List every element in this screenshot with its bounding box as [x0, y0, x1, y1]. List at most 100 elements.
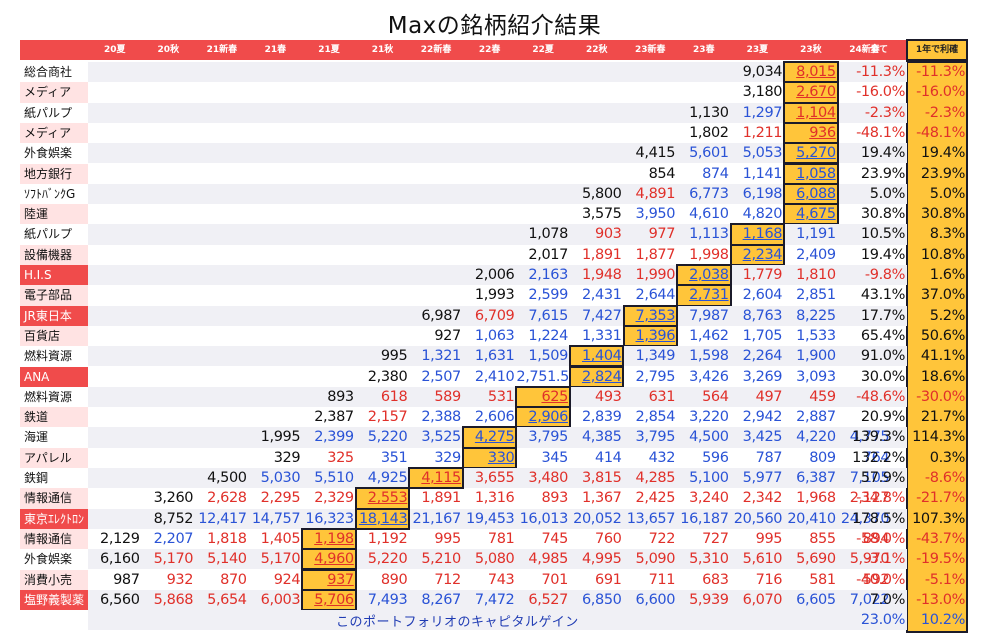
total-return: 178.5% [852, 510, 905, 527]
price-cell: 1,948 [581, 267, 622, 283]
total-return: 43.1% [860, 287, 905, 304]
price-cell: 1,078 [528, 226, 568, 243]
row-stripe [88, 224, 907, 245]
price-cell: 5,977 [742, 470, 783, 486]
price-cell: 1,321 [421, 348, 461, 365]
price-cell: 6,387 [796, 470, 836, 486]
price-cell: 2,342 [742, 490, 783, 507]
year-return: 1.6% [929, 267, 966, 283]
price-cell: 6,605 [796, 591, 836, 608]
highlight-cell: 2,670 [783, 81, 839, 104]
row-label: 総合商社 [20, 62, 88, 83]
highlight-cell: 2,824 [568, 365, 625, 388]
year-return: 0.3% [929, 449, 966, 466]
price-cell: 3,950 [635, 206, 676, 223]
price-cell: 6,560 [100, 591, 140, 608]
price-cell: 1,877 [635, 246, 676, 263]
total-return: 57.9% [860, 470, 905, 486]
price-cell: 9,034 [742, 64, 783, 80]
total-return: 10.5% [860, 226, 905, 243]
price-cell: 3,426 [689, 368, 729, 385]
year-column-bg [906, 60, 968, 634]
price-cell: 4,985 [528, 551, 568, 568]
price-cell: 6,987 [421, 307, 461, 324]
price-cell: 809 [809, 449, 836, 466]
price-cell: 564 [702, 388, 729, 405]
row-label: 燃料資源 [20, 346, 88, 367]
price-cell: 7,427 [581, 307, 622, 324]
row-stripe [88, 508, 907, 529]
price-cell: 592 [862, 571, 890, 588]
price-cell: 1,130 [689, 104, 729, 121]
highlight-cell: 6,088 [783, 182, 839, 206]
price-cell: 2,628 [207, 490, 247, 507]
price-cell: 5,080 [474, 551, 515, 568]
year-return: 19.4% [920, 145, 965, 162]
price-cell: 5,090 [635, 551, 676, 568]
row-label: 設備機器 [20, 244, 88, 265]
price-cell: 6,850 [581, 591, 622, 608]
price-cell: 5,601 [689, 145, 729, 162]
row-label: 情報通信 [20, 528, 88, 550]
price-cell: 24,370 [840, 510, 890, 527]
row-label: H.I.S [20, 265, 88, 286]
year-return: 30.8% [920, 206, 965, 223]
price-cell: 2,295 [260, 490, 301, 507]
price-cell: 7,105 [849, 470, 890, 486]
price-cell: 2,129 [100, 530, 140, 547]
column-header: 22夏 [532, 45, 554, 55]
price-cell: 596 [702, 449, 729, 466]
price-cell: 6,709 [474, 307, 515, 324]
price-cell: 5,100 [689, 470, 729, 486]
price-cell: 5,140 [207, 551, 247, 568]
total-return: 30.8% [860, 206, 905, 223]
price-cell: 3,260 [153, 490, 194, 507]
price-cell: 20,560 [733, 510, 783, 527]
price-cell: 1,349 [635, 348, 676, 365]
price-cell: 16,323 [305, 510, 354, 527]
price-cell: 701 [541, 571, 568, 588]
price-cell: 5,970 [849, 551, 890, 568]
total-return: 23.9% [860, 165, 905, 182]
row-label: メディア [20, 82, 88, 103]
total-return: -16.0% [856, 84, 905, 101]
price-cell: 2,795 [635, 368, 676, 385]
price-cell: 1,598 [689, 348, 729, 365]
price-cell: 1,968 [796, 490, 836, 507]
price-cell: 1,297 [742, 104, 783, 121]
column-header: 23夏 [746, 45, 769, 55]
total-return: 17.7% [860, 307, 905, 324]
price-cell: 5,053 [742, 145, 783, 162]
price-cell: 6,527 [528, 591, 568, 608]
price-cell: 1,533 [796, 327, 836, 344]
row-label: 外食娯楽 [20, 143, 88, 164]
price-cell: 1,405 [260, 530, 301, 547]
price-cell: 5,030 [260, 470, 301, 486]
year-return: 21.7% [920, 409, 965, 426]
price-cell: 4,775 [849, 429, 890, 446]
price-cell: 7,493 [367, 591, 408, 608]
year-return: -19.5% [916, 551, 965, 568]
year-return: -8.6% [924, 470, 965, 486]
price-cell: 2,751.5 [516, 368, 569, 385]
price-cell: 459 [809, 388, 836, 405]
total-return: 139.3% [852, 429, 905, 446]
total-return: -48.1% [856, 124, 905, 141]
price-cell: 6,198 [742, 185, 783, 202]
price-cell: 14,757 [251, 510, 301, 527]
year-return: 10.8% [920, 246, 965, 263]
row-label: 燃料資源 [20, 386, 88, 408]
page-title: Maxの銘柄紹介結果 [387, 13, 602, 39]
row-label: 地方銀行 [20, 163, 88, 184]
price-cell: 1,367 [581, 490, 622, 507]
price-cell: 3,269 [742, 368, 783, 385]
row-stripe [88, 386, 907, 408]
highlight-cell: 937 [301, 568, 357, 591]
price-cell: 4,500 [207, 470, 247, 486]
price-cell: 2,851 [796, 287, 836, 304]
row-label: 紙パルプ [20, 102, 88, 123]
price-cell: 4,891 [635, 185, 676, 202]
year-return: 5.0% [929, 185, 966, 202]
row-label: 海運 [20, 427, 88, 448]
price-cell: 683 [702, 571, 729, 588]
